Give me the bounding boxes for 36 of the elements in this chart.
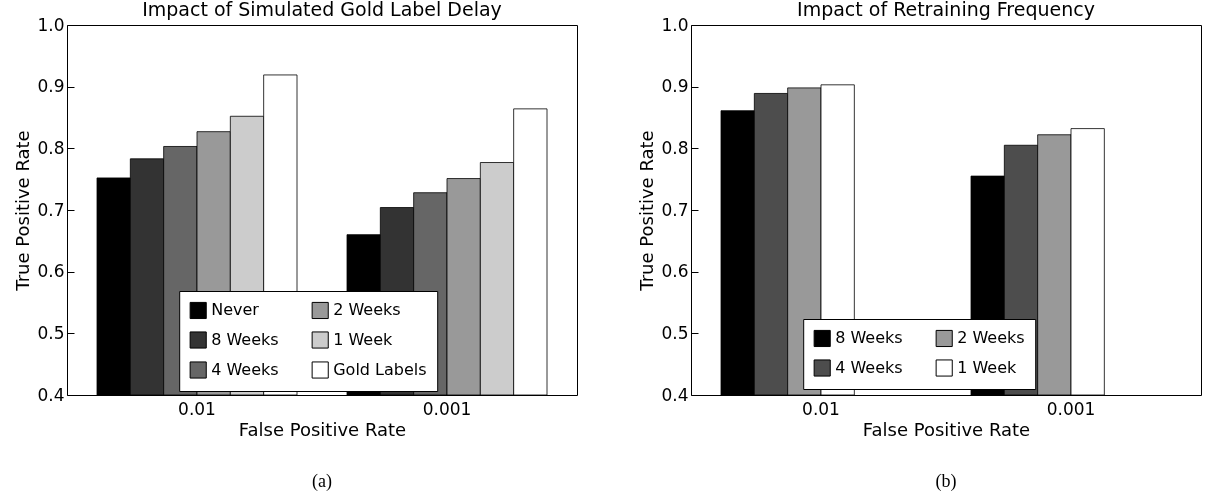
legend-label: 4 Weeks [835,358,903,377]
y-tick-label: 0.5 [37,322,65,343]
legend-label: 2 Weeks [957,328,1025,348]
y-tick-label: 0.4 [661,384,689,405]
y-axis-title: True Positive Rate [636,130,658,292]
y-tick-label: 0.6 [37,261,65,282]
x-axis-title: False Positive Rate [238,418,407,440]
y-tick-label: 1.0 [661,14,689,35]
text: (b) [935,471,957,492]
y-axis-title: True Positive Rate [12,130,34,292]
y-tick-label: 0.9 [661,76,689,97]
y-tick-label: 0.8 [661,137,689,158]
legend-label: 8 Weeks [835,328,903,348]
x-tick-label: 0.01 [178,398,216,419]
y-tick-label: 0.8 [37,137,65,158]
x-tick-label: 0.001 [422,398,472,419]
legend-label: Gold Labels [333,360,427,379]
y-tick-label: 0.4 [37,384,65,405]
text: (a) [312,471,332,492]
x-tick-label: 0.001 [1046,398,1096,419]
x-tick-label: 0.01 [802,398,840,419]
legend-label: 1 Week [333,330,394,349]
y-tick-label: 1.0 [37,14,65,35]
y-tick-label: 0.6 [661,261,689,282]
y-tick-label: 0.7 [37,199,65,220]
legend-label: 1 Week [957,358,1018,377]
y-tick-label: 0.5 [661,322,689,343]
legend-label: Never [211,300,260,320]
chart-title: Impact of Retraining Frequency [797,0,1095,20]
legend-label: 8 Weeks [211,330,279,349]
legend-label: 2 Weeks [333,300,401,320]
x-axis-title: False Positive Rate [862,418,1031,440]
y-tick-label: 0.9 [37,76,65,97]
chart-title: Impact of Simulated Gold Label Delay [142,0,502,20]
y-tick-label: 0.7 [661,199,689,220]
legend-label: 4 Weeks [211,360,279,379]
